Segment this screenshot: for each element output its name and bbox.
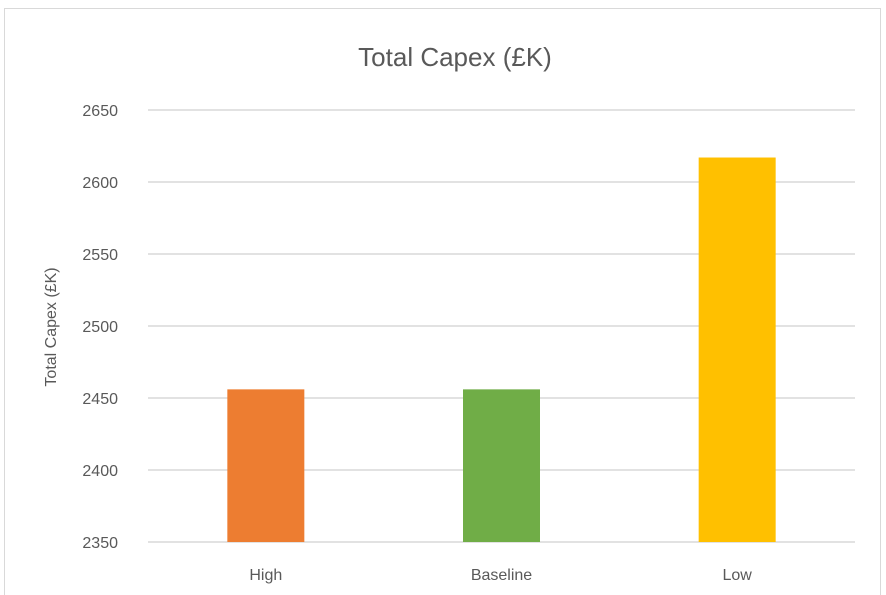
bar-low [698, 157, 776, 542]
bar-baseline [463, 389, 540, 542]
chart-title: Total Capex (£K) [358, 42, 552, 72]
y-tick-label: 2550 [82, 247, 118, 264]
y-tick-label: 2500 [82, 319, 118, 336]
x-axis-ticks: High Baseline Low [249, 567, 752, 584]
y-tick-label: 2450 [82, 391, 118, 408]
y-axis-label: Total Capex (£K) [43, 267, 60, 386]
x-tick-label-high: High [249, 567, 282, 584]
x-tick-label-baseline: Baseline [471, 567, 532, 584]
bars [227, 157, 776, 542]
bar-high [227, 389, 305, 542]
y-tick-label: 2600 [82, 175, 118, 192]
y-tick-label: 2650 [82, 103, 118, 120]
x-tick-label-low: Low [722, 567, 752, 584]
y-tick-label: 2350 [82, 535, 118, 552]
y-tick-label: 2400 [82, 463, 118, 480]
y-axis-ticks: 2350 2400 2450 2500 2550 2600 2650 [82, 103, 118, 552]
